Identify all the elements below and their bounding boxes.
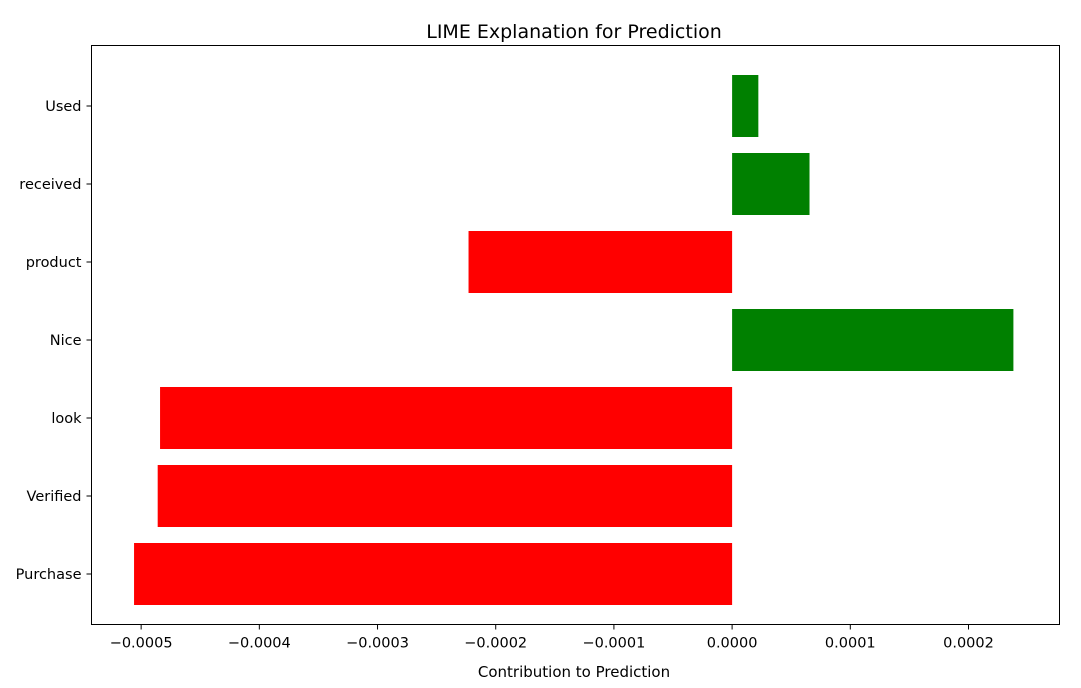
x-axis: −0.0005 −0.0004 −0.0003 −0.0002 −0.0001 0.000… [110, 624, 994, 652]
bars-group [134, 75, 1014, 605]
chart-title: LIME Explanation for Prediction [426, 21, 722, 43]
x-tick-label: −0.0001 [582, 636, 645, 652]
y-tick-label-verified: Verified [27, 489, 82, 505]
x-tick-label: 0.0002 [943, 636, 994, 652]
bar-purchase [134, 543, 733, 605]
plot-frame [91, 45, 1060, 625]
bar-product [468, 231, 733, 293]
x-tick-label: −0.0002 [464, 636, 527, 652]
x-tick-label: −0.0003 [346, 636, 409, 652]
x-axis-label: Contribution to Prediction [478, 663, 670, 681]
bar-look [160, 387, 733, 449]
bar-verified [157, 465, 733, 527]
y-tick-label-received: received [19, 177, 81, 193]
x-tick-label: 0.0000 [707, 636, 758, 652]
bar-received [732, 153, 810, 215]
bar-used [732, 75, 759, 137]
x-tick-label: 0.0001 [825, 636, 876, 652]
bar-nice [732, 309, 1014, 371]
y-axis: Used received product Nice look Verified Purch… [16, 99, 92, 583]
y-tick-label-purchase: Purchase [16, 567, 82, 583]
x-tick-label: −0.0005 [110, 636, 173, 652]
y-tick-label-look: look [51, 411, 82, 427]
x-tick-label: −0.0004 [228, 636, 291, 652]
y-tick-label-used: Used [45, 99, 81, 115]
y-tick-label-nice: Nice [50, 333, 82, 349]
y-tick-label-product: product [26, 255, 82, 271]
